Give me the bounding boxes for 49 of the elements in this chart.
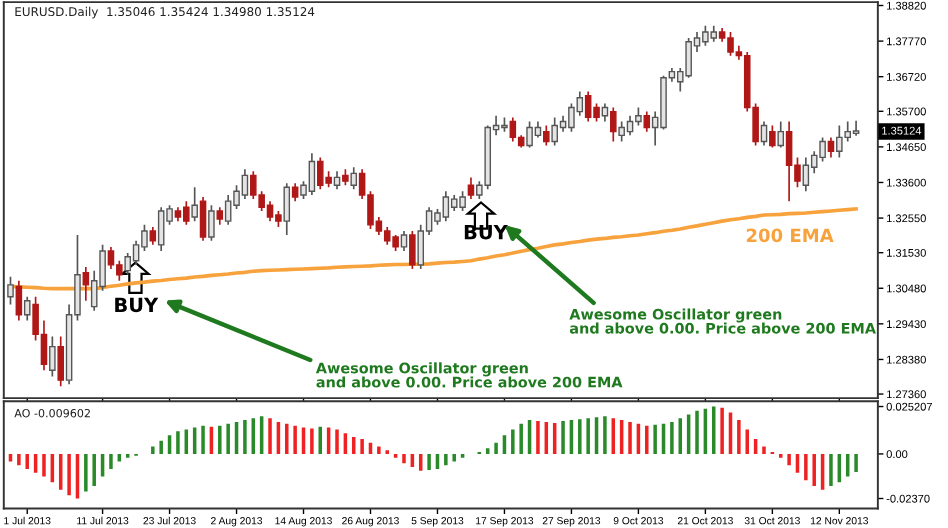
candlestick [509, 116, 517, 143]
candlestick [283, 182, 291, 236]
candlestick [777, 120, 785, 149]
candlestick [802, 156, 810, 193]
candlestick [183, 200, 190, 226]
candlestick [400, 230, 408, 252]
candlestick [442, 190, 450, 222]
candlestick [584, 90, 592, 123]
candlestick [49, 335, 56, 378]
annotation: BUY [464, 224, 508, 240]
candlestick [827, 136, 835, 159]
candlestick [551, 116, 558, 147]
candlestick [249, 170, 257, 200]
candlestick [224, 194, 232, 226]
candlestick [702, 25, 709, 47]
candlestick [836, 124, 843, 159]
candlestick [57, 335, 65, 388]
candlestick [199, 196, 207, 242]
annotation: BUY [115, 297, 159, 313]
candlestick [568, 102, 575, 133]
candlestick [316, 156, 324, 191]
candlestick [350, 166, 358, 191]
candlestick [785, 120, 793, 202]
candlestick [308, 152, 316, 196]
candlestick [23, 295, 31, 322]
candlestick [124, 252, 131, 276]
candlestick [760, 120, 768, 147]
candlestick [459, 190, 466, 212]
candlestick [191, 186, 198, 222]
candlestick [526, 120, 533, 149]
series-label: 200 EMA [746, 228, 834, 243]
candlestick [107, 246, 115, 270]
candlestick [643, 110, 651, 133]
candlestick [543, 124, 550, 147]
candlestick [618, 120, 625, 143]
candlestick [7, 275, 14, 306]
candlestick [82, 266, 90, 302]
candlestick [727, 31, 734, 57]
candlestick [266, 200, 274, 222]
candlestick [819, 136, 826, 163]
candlestick [157, 206, 165, 252]
candlestick [15, 279, 23, 322]
candlestick [409, 230, 416, 270]
candlestick [769, 124, 776, 149]
candlestick [685, 37, 692, 79]
candlestick [208, 204, 215, 242]
candlestick [467, 176, 475, 200]
candlestick [609, 106, 617, 143]
candlestick [241, 168, 249, 200]
